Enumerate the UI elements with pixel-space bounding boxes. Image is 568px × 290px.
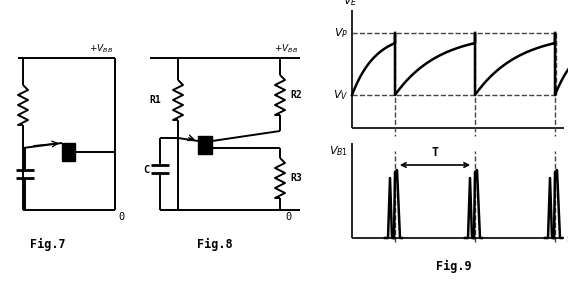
Text: $V_P$: $V_P$: [334, 26, 348, 40]
Text: $+V_{BB}$: $+V_{BB}$: [274, 43, 298, 55]
Text: $V_{B1}$: $V_{B1}$: [329, 144, 348, 158]
Text: R3: R3: [290, 173, 302, 183]
Bar: [198, 136, 212, 154]
Text: 0: 0: [118, 212, 124, 222]
Text: T: T: [432, 146, 438, 159]
Text: $V_E$: $V_E$: [343, 0, 357, 8]
Text: R2: R2: [290, 90, 302, 100]
Text: Fig.7: Fig.7: [30, 238, 66, 251]
Text: R1: R1: [149, 95, 161, 105]
Text: t: t: [566, 234, 568, 244]
Text: Fig.9: Fig.9: [436, 260, 472, 273]
Text: 0: 0: [285, 212, 291, 222]
Text: $+V_{BB}$: $+V_{BB}$: [89, 43, 113, 55]
Text: Fig.8: Fig.8: [197, 238, 233, 251]
Text: C: C: [144, 165, 150, 175]
Text: $V_V$: $V_V$: [333, 88, 348, 102]
Bar: [62, 143, 75, 161]
Text: t: t: [566, 124, 568, 134]
